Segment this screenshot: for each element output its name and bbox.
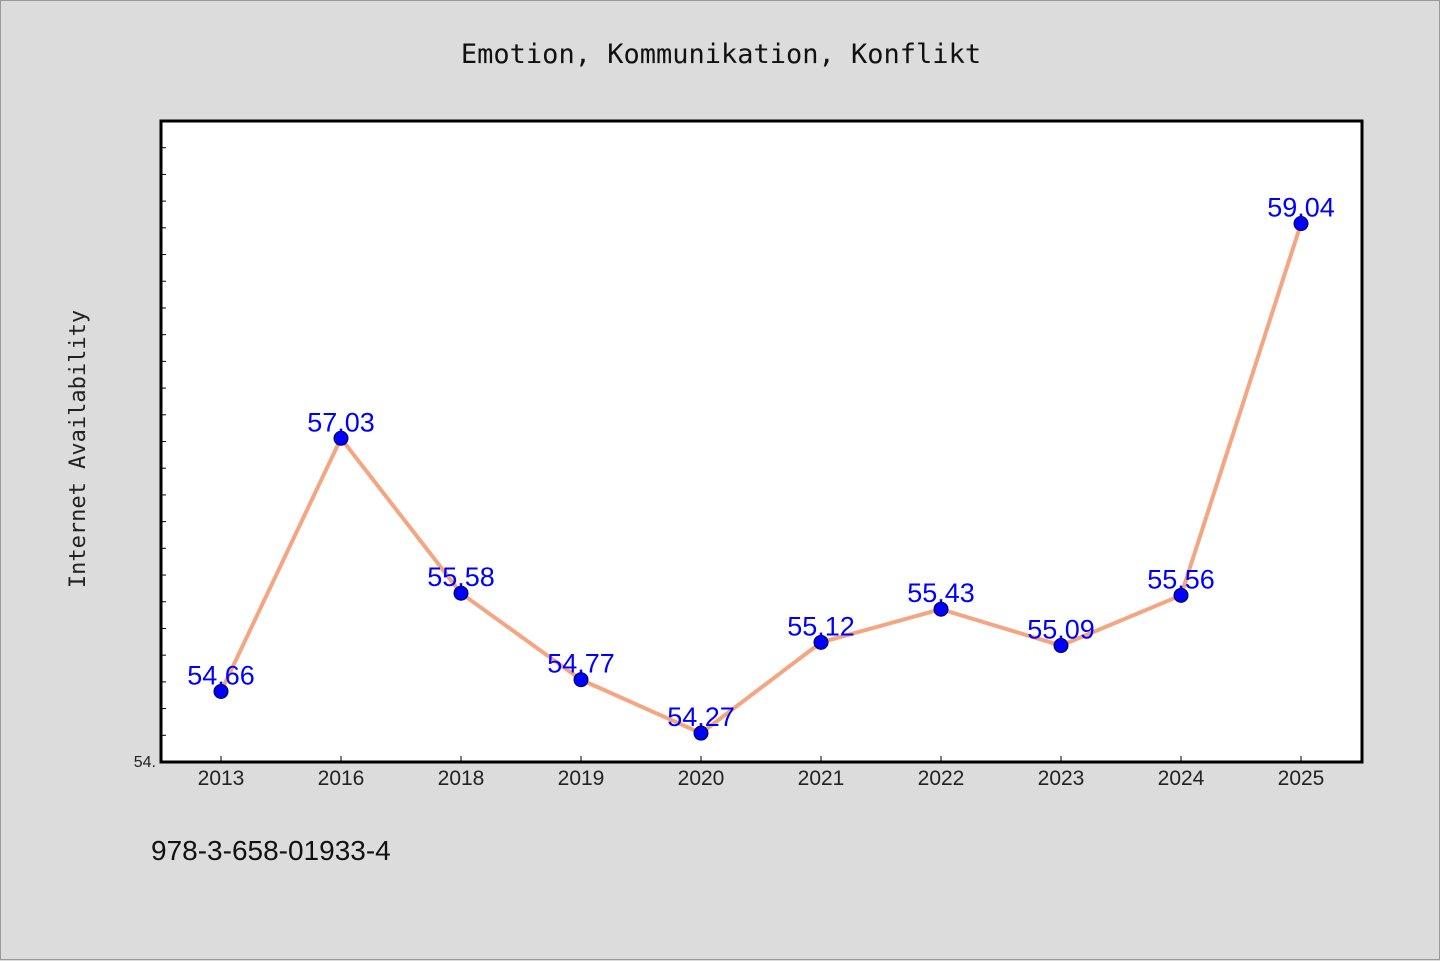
data-point: [933, 601, 949, 617]
data-point: [813, 634, 829, 650]
x-tick-label: 2024: [1158, 767, 1205, 790]
plot-area: [159, 119, 1364, 764]
x-axis-ticks: 2013 2016 2018 2019 2020 2021 2022 2023 2024 2025: [198, 756, 1325, 790]
y-axis-ticks: [161, 147, 166, 736]
data-point: [693, 725, 709, 741]
x-tick-label: 2013: [198, 767, 245, 790]
isbn-footer: 978-3-658-01933-4: [151, 835, 391, 866]
data-label: 55.58: [427, 562, 495, 592]
y-axis-min-label: 54.: [134, 754, 156, 771]
data-label: 59.04: [1267, 193, 1335, 223]
data-label: 54.77: [547, 649, 615, 679]
x-tick-label: 2023: [1038, 767, 1085, 790]
x-tick-label: 2018: [438, 767, 485, 790]
x-tick-label: 2025: [1278, 767, 1325, 790]
data-point: [1293, 216, 1309, 232]
data-label: 54.27: [667, 702, 735, 732]
data-point: [573, 672, 589, 688]
data-point: [333, 430, 349, 446]
y-axis-label: Internet Availability: [66, 310, 91, 588]
x-tick-label: 2016: [318, 767, 365, 790]
series-line: [219, 222, 1303, 736]
x-tick-label: 2019: [558, 767, 605, 790]
data-label: 55.43: [907, 578, 975, 608]
x-tick-label: 2021: [798, 767, 845, 790]
x-tick-label: 2020: [678, 767, 725, 790]
series-layer: 54.66 57.03 55.58 54.77 54.27 55.12 55.43 55.09…: [187, 193, 1335, 741]
data-point: [1173, 587, 1189, 603]
data-label: 54.66: [187, 660, 255, 690]
data-label: 55.12: [787, 611, 855, 641]
chart-title: Emotion, Kommunikation, Konflikt: [461, 39, 981, 70]
data-label: 55.56: [1147, 564, 1215, 594]
data-label: 57.03: [307, 407, 375, 437]
data-point: [1053, 638, 1069, 654]
data-point: [213, 683, 229, 699]
data-label: 55.09: [1027, 615, 1095, 645]
data-point: [453, 585, 469, 601]
x-tick-label: 2022: [918, 767, 965, 790]
